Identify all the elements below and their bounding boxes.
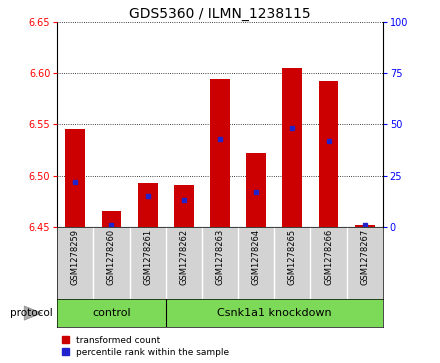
Bar (174, 185, 194, 227)
Text: GSM1278260: GSM1278260 (107, 229, 116, 285)
Bar (138, 183, 158, 227)
Bar (66, 130, 85, 227)
Text: GSM1278265: GSM1278265 (288, 229, 297, 285)
Bar (210, 79, 230, 227)
Legend: transformed count, percentile rank within the sample: transformed count, percentile rank withi… (62, 336, 229, 357)
Bar (282, 68, 302, 227)
Bar (355, 225, 375, 227)
Bar (246, 153, 266, 227)
Bar (319, 81, 338, 227)
Text: Csnk1a1 knockdown: Csnk1a1 knockdown (217, 308, 332, 318)
Text: GSM1278266: GSM1278266 (324, 229, 333, 285)
Polygon shape (24, 306, 42, 320)
Text: GSM1278263: GSM1278263 (216, 229, 224, 285)
Title: GDS5360 / ILMN_1238115: GDS5360 / ILMN_1238115 (129, 7, 311, 21)
Text: GSM1278262: GSM1278262 (180, 229, 188, 285)
Text: GSM1278259: GSM1278259 (71, 229, 80, 285)
Bar (102, 212, 121, 227)
Text: GSM1278261: GSM1278261 (143, 229, 152, 285)
Text: control: control (92, 308, 131, 318)
Text: GSM1278264: GSM1278264 (252, 229, 260, 285)
Text: protocol: protocol (10, 308, 53, 318)
Text: GSM1278267: GSM1278267 (360, 229, 369, 285)
